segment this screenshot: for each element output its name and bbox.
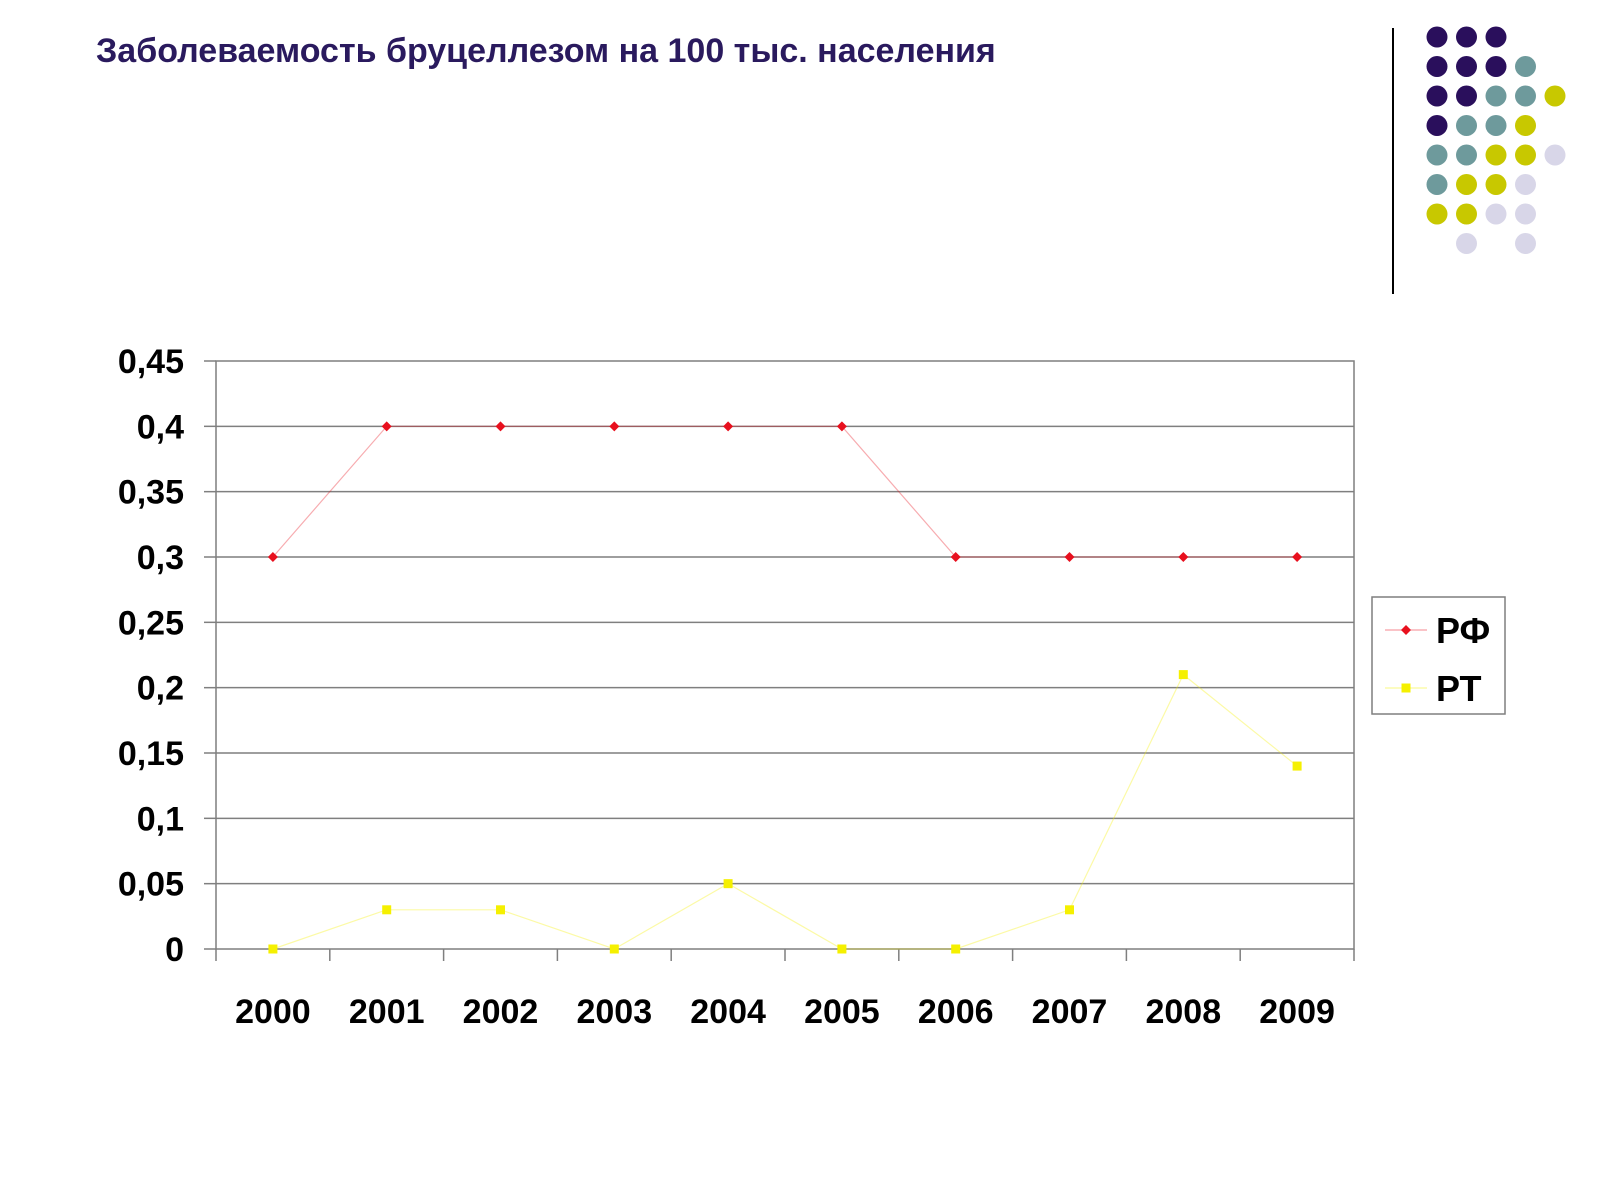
plot-area-frame <box>215 360 1355 950</box>
x-tick-label: 2009 <box>1259 993 1335 1031</box>
x-tick-label: 2007 <box>1032 993 1108 1031</box>
data-point <box>950 552 961 562</box>
x-tick-label: 2005 <box>804 993 880 1031</box>
legend-marker <box>1401 625 1411 635</box>
chart-series <box>267 421 1303 954</box>
y-tick-label: 0,3 <box>137 539 184 577</box>
data-point <box>723 421 734 432</box>
y-tick-label: 0,2 <box>137 670 184 708</box>
data-point <box>267 552 278 562</box>
x-tick-label: 2001 <box>349 993 425 1031</box>
chart-legend: РФ РТ <box>1371 596 1506 715</box>
y-tick-label: 0,45 <box>118 343 184 381</box>
data-point <box>951 944 961 954</box>
title-divider <box>1392 28 1394 294</box>
y-tick-label: 0,15 <box>118 735 184 773</box>
data-point <box>723 879 733 889</box>
data-point <box>1065 905 1074 915</box>
x-tick-label: 2008 <box>1145 993 1221 1031</box>
x-tick-label: 2004 <box>690 993 766 1031</box>
legend-item: РФ <box>1385 610 1490 651</box>
legend-item: РТ <box>1385 668 1482 709</box>
legend-box <box>1371 596 1506 715</box>
x-axis: 2000 2001 2002 2003 2004 2005 2006 2007 2008 2009 <box>215 949 1355 1031</box>
data-point <box>1178 552 1189 562</box>
data-point <box>268 944 278 954</box>
y-tick-label: 0,05 <box>118 866 184 904</box>
series-2 <box>268 670 1302 954</box>
x-tick-label: 2006 <box>918 993 994 1031</box>
y-tick-label: 0,35 <box>118 474 184 512</box>
data-point <box>1178 670 1188 680</box>
x-tick-label: 2003 <box>576 993 652 1031</box>
series-line <box>272 673 1298 950</box>
legend-marker <box>1401 683 1411 693</box>
data-point <box>1064 552 1075 562</box>
y-tick-label: 0 <box>165 931 184 969</box>
y-tick-label: 0,4 <box>137 408 184 446</box>
data-point <box>496 905 505 915</box>
x-tick-label: 2000 <box>235 993 311 1031</box>
data-point <box>836 421 847 432</box>
y-axis: 0 0,05 0,1 0,15 0,2 0,25 0,3 0,35 0,4 0,45 <box>118 343 216 969</box>
series-1 <box>267 421 1303 562</box>
data-point <box>609 421 620 432</box>
legend-label: РФ <box>1436 610 1490 651</box>
legend-label: РТ <box>1436 668 1482 709</box>
data-point <box>1292 761 1302 771</box>
data-point <box>837 944 847 954</box>
data-point <box>1292 552 1303 562</box>
x-tick-label: 2002 <box>463 993 539 1031</box>
data-point <box>609 944 619 954</box>
data-point <box>382 905 392 915</box>
y-tick-label: 0,1 <box>137 800 184 838</box>
slide-title: Заболеваемость бруцеллезом на 100 тыс. н… <box>96 32 996 70</box>
y-tick-label: 0,25 <box>118 604 184 642</box>
chart-gridlines <box>216 425 1354 885</box>
data-point <box>381 421 392 432</box>
data-point <box>495 421 506 432</box>
series-line <box>272 425 1298 558</box>
